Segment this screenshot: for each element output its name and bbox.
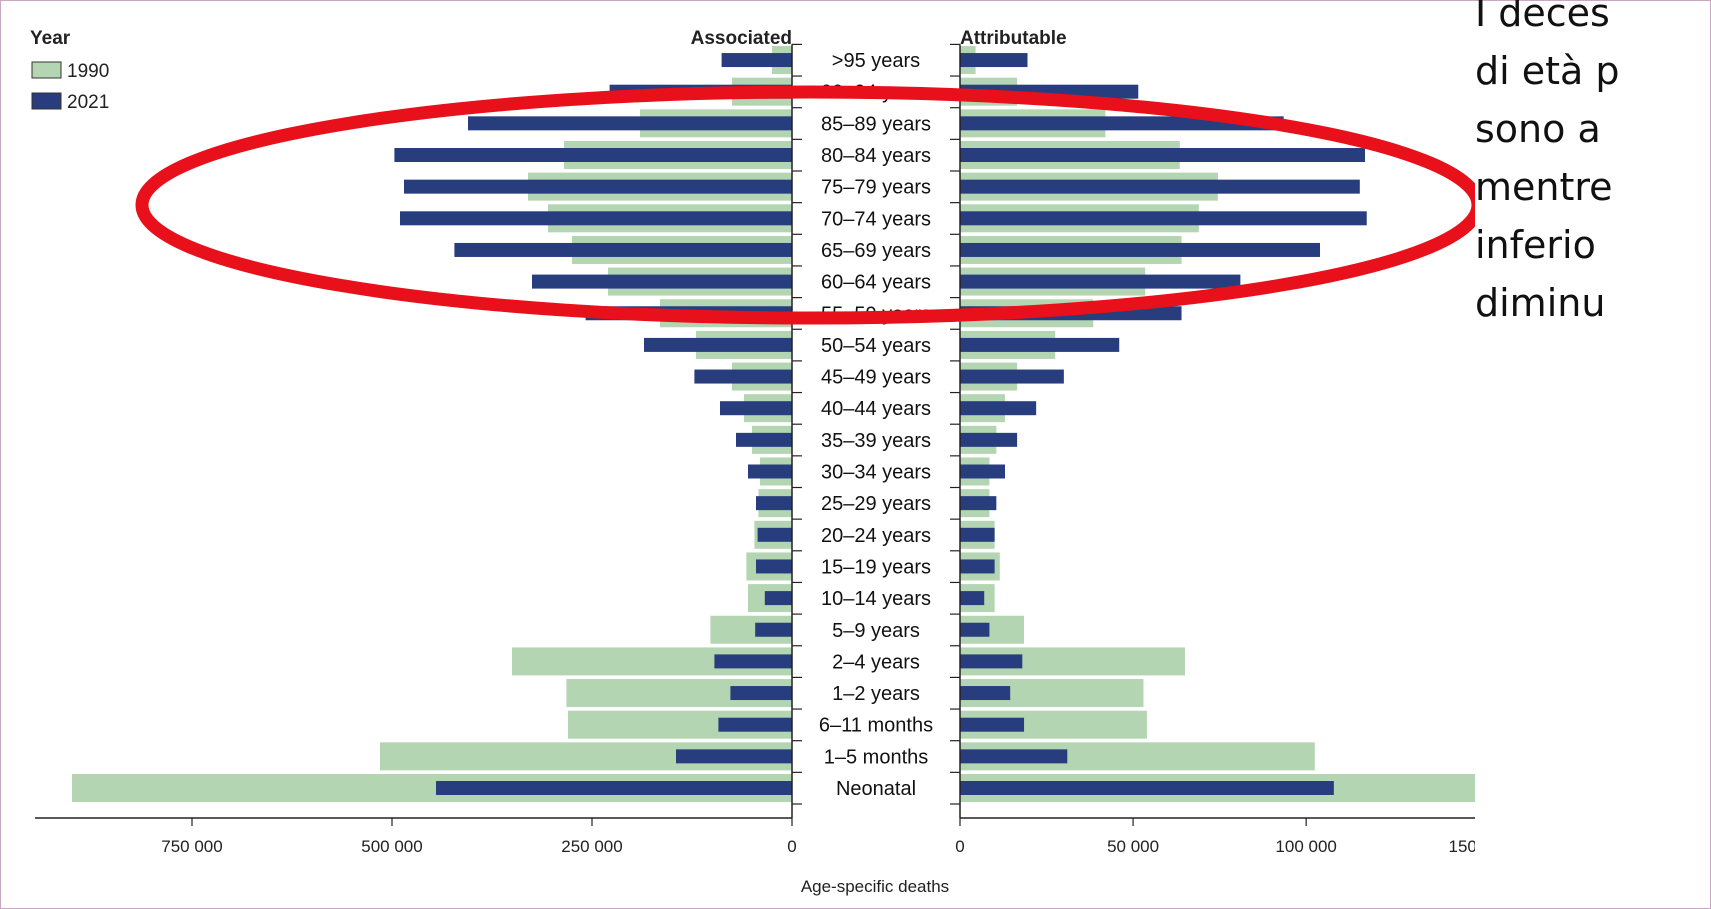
slide-text-line: diminu [1475, 281, 1606, 325]
x-axis-label: Age-specific deaths [801, 877, 949, 896]
x-tick-label-attributable: 150 000 [1449, 837, 1475, 856]
bar-attributable-2021 [960, 53, 1028, 68]
bar-attributable-2021 [960, 749, 1068, 764]
bar-associated-2021 [764, 591, 792, 606]
slide-text-line: sono a [1475, 107, 1601, 151]
panel-title-attributable: Attributable [960, 28, 1067, 49]
category-label: 70–74 years [821, 208, 931, 230]
bar-associated-2021 [756, 559, 792, 574]
legend-swatch-2021 [31, 92, 62, 110]
category-label: 30–34 years [821, 462, 931, 484]
x-tick-label-associated: 500 000 [361, 837, 422, 856]
bar-associated-2021 [730, 686, 792, 701]
bar-associated-2021 [721, 53, 792, 68]
bar-associated-2021 [394, 148, 792, 162]
bar-associated-2021 [714, 654, 792, 669]
bar-attributable-2021 [960, 464, 1005, 479]
x-tick-label-associated: 0 [787, 837, 796, 856]
bar-associated-2021 [404, 179, 792, 194]
bar-associated-2021 [454, 242, 792, 257]
bar-associated-2021 [644, 337, 792, 352]
panel-title-associated: Associated [691, 28, 792, 49]
bar-associated-2021 [532, 274, 792, 289]
category-label: 65–69 years [821, 240, 931, 262]
bar-attributable-2021 [960, 717, 1025, 732]
category-label: 60–64 years [821, 272, 931, 294]
slide-text-line: mentre [1475, 165, 1613, 209]
bar-attributable-2021 [960, 337, 1120, 352]
bar-attributable-2021 [960, 686, 1011, 701]
category-label: 25–29 years [821, 493, 931, 515]
legend-swatch-1990 [31, 61, 62, 79]
slide-text-line: I deces [1475, 0, 1610, 35]
bar-attributable-2021 [960, 559, 995, 574]
category-label: 20–24 years [821, 525, 931, 547]
category-label: 35–39 years [821, 430, 931, 452]
category-label: 2–4 years [832, 651, 920, 673]
category-label: >95 years [832, 50, 920, 72]
slide-text: I deces di età p sono a mentre inferio diminu [1475, 0, 1711, 332]
legend-label-1990: 1990 [67, 61, 109, 82]
category-label: 45–49 years [821, 367, 931, 389]
category-label: 5–9 years [832, 620, 920, 642]
x-tick-label-attributable: 0 [955, 837, 964, 856]
bar-associated-2021 [436, 781, 792, 795]
bar-associated-2021 [756, 496, 792, 511]
bar-attributable-2021 [960, 274, 1241, 289]
legend-title: Year [30, 28, 71, 49]
highlight-ellipse [135, 85, 1475, 325]
category-label: 15–19 years [821, 556, 931, 578]
bar-associated-2021 [400, 211, 792, 226]
bar-attributable-2021 [960, 781, 1334, 795]
bar-attributable-2021 [960, 211, 1367, 226]
category-label: 75–79 years [821, 177, 931, 199]
category-label: 80–84 years [821, 145, 931, 167]
category-label: Neonatal [836, 778, 916, 800]
slide-text-line: inferio [1475, 223, 1596, 267]
bar-associated-2021 [748, 464, 792, 479]
category-label: 6–11 months [819, 715, 933, 737]
bar-attributable-2021 [960, 496, 997, 511]
bar-attributable-2021 [960, 527, 995, 542]
bar-associated-2021 [757, 527, 792, 542]
bar-associated-2021 [736, 432, 792, 447]
bar-attributable-2021 [960, 432, 1018, 447]
category-label: 85–89 years [821, 113, 931, 135]
category-labels: Neonatal 1–5 months 6–11 months 1–2 years 2–… [819, 50, 933, 800]
bar-attributable-2021 [960, 242, 1320, 257]
x-tick-label-attributable: 50 000 [1107, 837, 1159, 856]
category-label: 1–2 years [832, 683, 920, 705]
category-label: 1–5 months [824, 746, 929, 768]
bar-attributable-2021 [960, 148, 1365, 162]
bar-attributable-2021 [960, 369, 1064, 384]
category-label: 50–54 years [821, 335, 931, 357]
bar-associated-2021 [755, 622, 792, 637]
bar-attributable-2021 [960, 654, 1023, 669]
legend-label-2021: 2021 [67, 92, 109, 113]
bar-associated-2021 [468, 116, 792, 131]
bar-attributable-2021 [960, 179, 1360, 194]
chart: 0 250 000 500 000 750 000 0 50 000 100 000 150 … [30, 28, 1475, 896]
x-tick-label-associated: 750 000 [161, 837, 222, 856]
bar-associated-2021 [718, 717, 792, 732]
legend: Year 1990 2021 [30, 28, 109, 113]
bar-attributable-2021 [960, 622, 990, 637]
bar-associated-2021 [720, 401, 792, 416]
bar-associated-2021 [694, 369, 792, 384]
bar-attributable-2021 [960, 591, 985, 606]
category-label: 40–44 years [821, 398, 931, 420]
bars-layer [72, 46, 1475, 802]
x-tick-label-attributable: 100 000 [1275, 837, 1336, 856]
slide-text-line: di età p [1475, 49, 1620, 93]
x-tick-label-associated: 250 000 [561, 837, 622, 856]
category-label: 10–14 years [821, 588, 931, 610]
bar-associated-2021 [676, 749, 792, 764]
axes-layer: 0 250 000 500 000 750 000 0 50 000 100 000 150 … [35, 43, 1475, 856]
bar-attributable-2021 [960, 401, 1037, 416]
